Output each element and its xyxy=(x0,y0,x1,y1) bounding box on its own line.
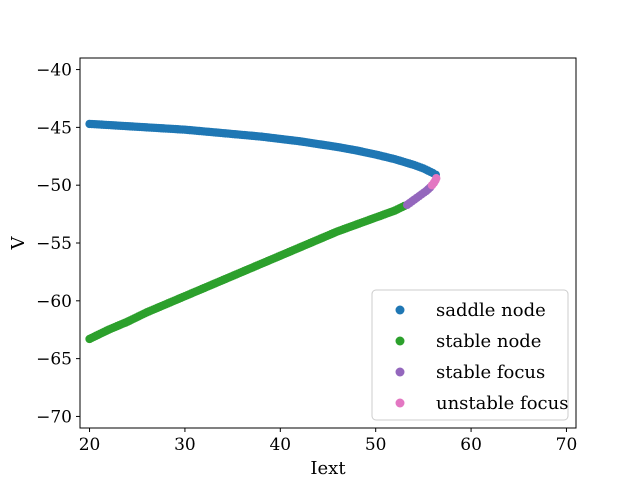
x-tick-label: 50 xyxy=(365,435,387,455)
y-tick-label: −50 xyxy=(36,176,72,196)
legend-label: stable node xyxy=(436,331,541,352)
y-tick-label: −60 xyxy=(36,292,72,312)
y-tick-label: −70 xyxy=(36,407,72,427)
series-saddle-node xyxy=(85,119,440,179)
legend-label: saddle node xyxy=(436,300,546,321)
y-tick-label: −45 xyxy=(36,118,72,138)
y-tick-label: −40 xyxy=(36,61,72,81)
legend-label: stable focus xyxy=(436,362,545,383)
legend-label: unstable focus xyxy=(436,393,568,414)
x-tick-label: 40 xyxy=(269,435,291,455)
data-point xyxy=(432,174,441,183)
y-tick-label: −55 xyxy=(36,234,72,254)
x-tick-label: 70 xyxy=(556,435,578,455)
x-tick-label: 60 xyxy=(460,435,482,455)
y-axis-label: V xyxy=(8,236,29,251)
x-tick-label: 30 xyxy=(174,435,196,455)
x-axis-label: Iext xyxy=(310,458,346,479)
series-layer xyxy=(85,119,441,344)
legend-box xyxy=(371,289,569,421)
y-tick-label: −65 xyxy=(36,350,72,370)
legend-marker xyxy=(395,367,405,377)
series-stable-node xyxy=(85,201,409,344)
x-tick-label: 20 xyxy=(79,435,101,455)
ticks-layer: 20 30 40 50 60 70 −40 −45 −50 −55 −60 −65 −70 xyxy=(36,61,577,455)
legend-marker xyxy=(395,336,405,346)
legend-marker xyxy=(395,305,405,315)
legend: saddle node stable node stable focus unstab… xyxy=(371,289,569,421)
legend-marker xyxy=(395,398,405,408)
series-unstable-focus xyxy=(427,174,441,190)
series-stable-focus xyxy=(402,183,435,210)
